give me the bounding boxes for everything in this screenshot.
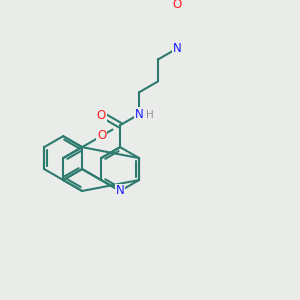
Text: N: N (173, 42, 182, 55)
Text: O: O (97, 129, 106, 142)
Text: N: N (116, 184, 124, 197)
Text: N: N (135, 108, 143, 121)
Text: O: O (172, 0, 182, 11)
Text: O: O (96, 109, 106, 122)
Text: H: H (146, 110, 153, 121)
